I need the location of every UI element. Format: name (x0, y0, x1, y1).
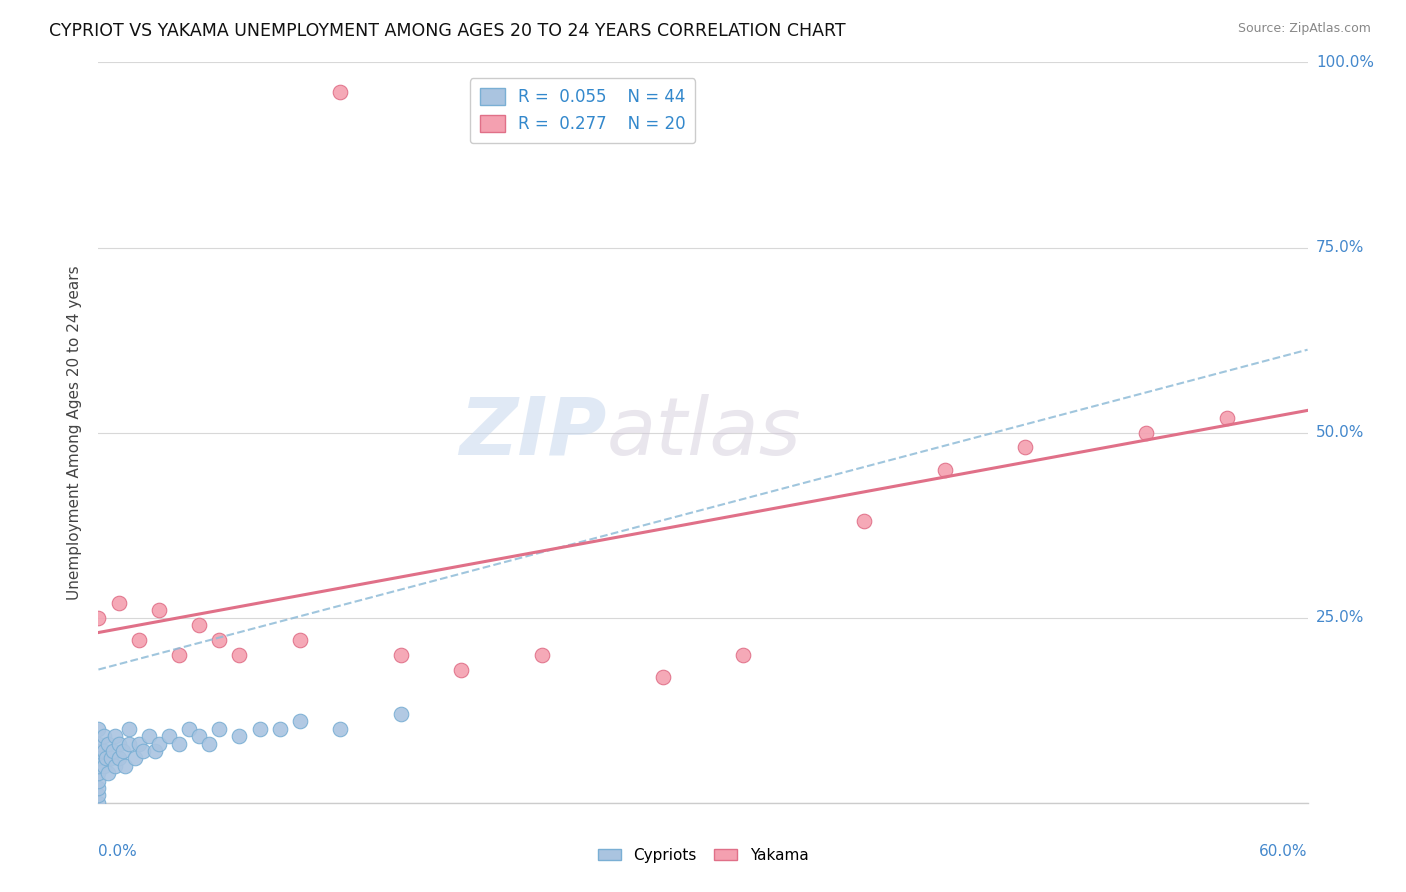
Point (208, 722, 231, 736)
Text: 0.0%: 0.0% (98, 844, 138, 858)
Point (249, 722, 271, 736)
Point (288, 714, 311, 729)
Point (208, 632, 231, 647)
Point (329, 722, 352, 736)
Point (111, 744, 134, 758)
Point (128, 737, 150, 751)
Text: 100.0%: 100.0% (1316, 55, 1374, 70)
Point (389, 706, 412, 721)
Text: 60.0%: 60.0% (1260, 844, 1308, 858)
Point (93, 758, 115, 772)
Point (389, 648, 412, 662)
Point (329, 85, 352, 99)
Point (114, 758, 136, 772)
Point (93, 729, 115, 743)
Point (1014, 441, 1036, 455)
Point (138, 729, 160, 743)
Point (87, 758, 110, 772)
Legend: Cypriots, Yakama: Cypriots, Yakama (592, 842, 814, 869)
Point (124, 751, 146, 765)
Point (288, 632, 311, 647)
Point (100, 751, 122, 765)
Point (450, 663, 472, 677)
Point (198, 737, 221, 751)
Point (157, 729, 180, 743)
Point (228, 648, 250, 662)
Point (132, 744, 155, 758)
Point (87, 780, 110, 795)
Text: 75.0%: 75.0% (1316, 240, 1364, 255)
Point (228, 729, 250, 743)
Point (148, 737, 170, 751)
Text: ZIP: ZIP (458, 393, 606, 472)
Point (101, 744, 124, 758)
Point (87, 789, 110, 803)
Text: atlas: atlas (606, 393, 801, 472)
Point (97, 737, 120, 751)
Point (107, 596, 129, 610)
Point (128, 632, 150, 647)
Point (118, 722, 141, 736)
Point (651, 670, 673, 684)
Point (87, 766, 110, 780)
Point (934, 462, 956, 476)
Point (733, 648, 755, 662)
Point (148, 603, 170, 617)
Point (87, 722, 110, 736)
Point (97, 766, 120, 780)
Y-axis label: Unemployment Among Ages 20 to 24 years: Unemployment Among Ages 20 to 24 years (67, 265, 83, 600)
Point (530, 648, 553, 662)
Point (188, 729, 211, 743)
Point (188, 618, 211, 632)
Point (118, 737, 141, 751)
Point (87, 773, 110, 788)
Text: Source: ZipAtlas.com: Source: ZipAtlas.com (1237, 22, 1371, 36)
Point (96, 751, 118, 765)
Point (87, 796, 110, 810)
Point (179, 722, 201, 736)
Point (143, 744, 166, 758)
Point (103, 729, 125, 743)
Point (167, 648, 190, 662)
Point (87, 751, 110, 765)
Text: 50.0%: 50.0% (1316, 425, 1364, 440)
Text: 25.0%: 25.0% (1316, 610, 1364, 625)
Point (87, 610, 110, 624)
Point (107, 751, 129, 765)
Point (269, 722, 291, 736)
Point (1216, 410, 1239, 425)
Point (167, 737, 190, 751)
Point (87, 744, 110, 758)
Point (1135, 425, 1157, 440)
Text: CYPRIOT VS YAKAMA UNEMPLOYMENT AMONG AGES 20 TO 24 YEARS CORRELATION CHART: CYPRIOT VS YAKAMA UNEMPLOYMENT AMONG AGE… (49, 22, 846, 40)
Point (93, 744, 115, 758)
Point (853, 515, 876, 529)
Point (103, 758, 125, 772)
Point (87, 737, 110, 751)
Point (107, 737, 129, 751)
